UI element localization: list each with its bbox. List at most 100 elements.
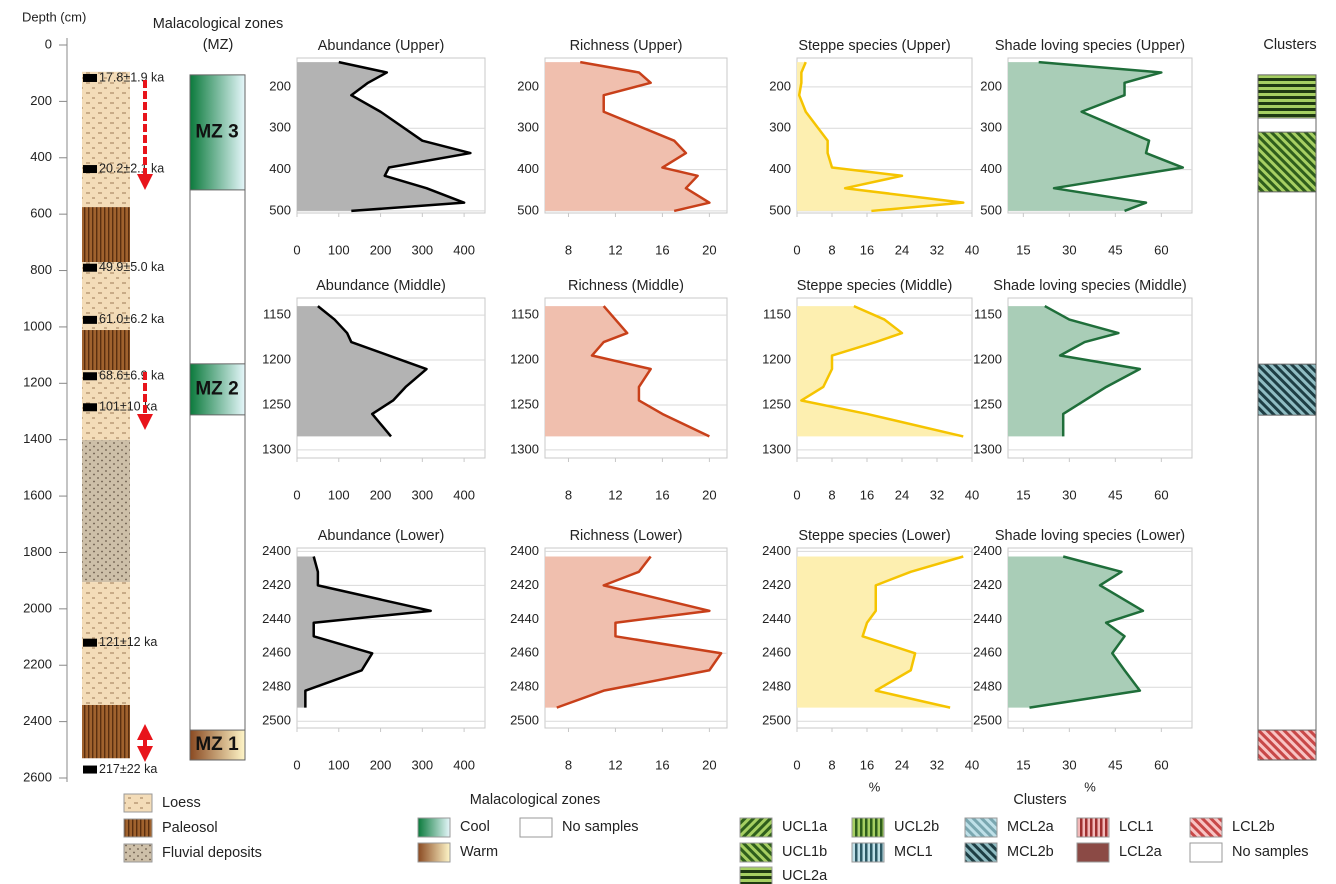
x-tick-label: 300 xyxy=(411,487,433,502)
x-tick-label: 16 xyxy=(860,487,874,502)
y-tick-label: 500 xyxy=(769,202,791,217)
panel-title: Steppe species (Middle) xyxy=(797,278,953,294)
legend-label: UCL2a xyxy=(782,868,828,884)
line xyxy=(304,556,432,708)
x-tick-label: 0 xyxy=(293,487,300,502)
legend-swatch xyxy=(1189,842,1223,863)
legend-label: Warm xyxy=(460,844,498,860)
x-tick-label: 24 xyxy=(895,487,909,502)
x-tick-label: 30 xyxy=(1062,242,1076,257)
y-tick-label: 400 xyxy=(517,161,539,176)
legend-label: Fluvial deposits xyxy=(162,845,262,861)
y-tick-label: 300 xyxy=(517,120,539,135)
date-label: 68.6±6.9 ka xyxy=(99,369,164,383)
x-tick-label: 16 xyxy=(655,242,669,257)
y-tick-label: 1200 xyxy=(262,351,291,366)
x-tick-label: 8 xyxy=(565,242,572,257)
depth-title: Depth (cm) xyxy=(22,9,86,24)
y-tick-label: 200 xyxy=(980,78,1002,93)
cluster-segment xyxy=(1257,363,1317,416)
panel-title: Shade loving species (Lower) xyxy=(995,528,1185,544)
mz-title: Malacological zones xyxy=(153,16,284,32)
area xyxy=(297,556,431,708)
mz-zone xyxy=(189,74,246,191)
y-tick-label: 2440 xyxy=(510,611,539,626)
depth-tick-label: 1600 xyxy=(23,488,52,503)
x-tick-label: 20 xyxy=(702,757,716,772)
legend-label: UCL2b xyxy=(894,819,939,835)
line xyxy=(556,555,723,709)
mz-zone xyxy=(189,363,246,416)
date-label: 61.0±6.2 ka xyxy=(99,312,164,326)
plot-layer: Depth (cm)020040060080010001200140016001… xyxy=(22,9,1317,884)
date-label: 49.9±5.0 ka xyxy=(99,260,164,274)
x-tick-label: 15 xyxy=(1016,487,1030,502)
y-tick-label: 200 xyxy=(769,78,791,93)
legend-label: MCL1 xyxy=(894,844,933,860)
plot-frame xyxy=(296,547,486,729)
legend-swatch xyxy=(739,842,773,863)
area xyxy=(545,306,710,437)
depth-tick-label: 2200 xyxy=(23,657,52,672)
y-tick-label: 1300 xyxy=(510,441,539,456)
legend-label: MCL2a xyxy=(1007,819,1055,835)
depth-tick-label: 2000 xyxy=(23,600,52,615)
y-tick-label: 200 xyxy=(269,78,291,93)
x-tick-label: 16 xyxy=(860,242,874,257)
line xyxy=(861,555,964,709)
cluster-segment xyxy=(1257,729,1317,761)
y-tick-label: 2440 xyxy=(973,611,1002,626)
panel-title: Shade loving species (Middle) xyxy=(993,278,1186,294)
legend-label: MCL2b xyxy=(1007,844,1054,860)
y-tick-label: 2500 xyxy=(973,713,1002,728)
y-tick-label: 500 xyxy=(269,202,291,217)
y-tick-label: 2500 xyxy=(510,713,539,728)
x-tick-label: 20 xyxy=(702,242,716,257)
y-tick-label: 1250 xyxy=(510,396,539,411)
lithology-layer xyxy=(82,207,130,263)
x-tick-label: 100 xyxy=(328,487,350,502)
legend-title: Malacological zones xyxy=(470,792,601,808)
x-tick-label: 0 xyxy=(793,242,800,257)
panel-title: Abundance (Upper) xyxy=(318,38,445,54)
y-tick-label: 2460 xyxy=(262,645,291,660)
x-tick-label: 8 xyxy=(565,487,572,502)
y-tick-label: 2400 xyxy=(262,543,291,558)
area xyxy=(545,62,710,211)
x-tick-label: 16 xyxy=(655,757,669,772)
line xyxy=(317,305,428,438)
legend-label: LCL1 xyxy=(1119,819,1154,835)
depth-tick-label: 1800 xyxy=(23,544,52,559)
y-tick-label: 1300 xyxy=(973,441,1002,456)
y-tick-label: 1250 xyxy=(762,396,791,411)
legend-swatch xyxy=(123,818,153,838)
panel-title: Richness (Lower) xyxy=(570,528,683,544)
y-tick-label: 200 xyxy=(517,78,539,93)
line xyxy=(1038,60,1185,213)
mz-title: (MZ) xyxy=(203,37,234,53)
x-tick-label: 24 xyxy=(895,757,909,772)
x-tick-label: 8 xyxy=(828,242,835,257)
x-tick-label: 40 xyxy=(965,242,979,257)
x-tick-label: 200 xyxy=(370,242,392,257)
x-tick-label: 300 xyxy=(411,757,433,772)
depth-tick-label: 2400 xyxy=(23,713,52,728)
x-tick-label: 8 xyxy=(828,757,835,772)
clusters-title: Clusters xyxy=(1263,37,1316,53)
y-tick-label: 1300 xyxy=(262,441,291,456)
depth-tick-label: 0 xyxy=(45,36,52,51)
panel-title: Steppe species (Lower) xyxy=(798,528,950,544)
y-tick-label: 300 xyxy=(769,120,791,135)
y-tick-label: 2480 xyxy=(973,679,1002,694)
date-marker xyxy=(83,263,97,272)
cluster-segment xyxy=(1257,131,1317,193)
mz-label: MZ 1 xyxy=(195,734,239,755)
legend-swatch xyxy=(1076,842,1110,863)
x-tick-label: 400 xyxy=(453,757,475,772)
line xyxy=(1044,304,1142,437)
legend-label: No samples xyxy=(1232,844,1309,860)
date-marker xyxy=(83,372,97,381)
x-axis-label: % xyxy=(869,779,881,794)
x-tick-label: 8 xyxy=(828,487,835,502)
legend-swatch xyxy=(1189,817,1223,838)
